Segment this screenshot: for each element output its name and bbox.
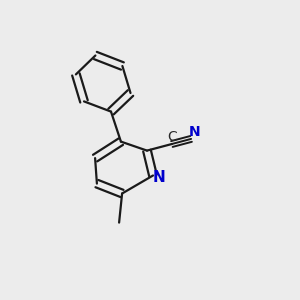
Text: C: C [167,130,177,144]
Text: N: N [188,125,200,139]
Text: N: N [153,169,165,184]
